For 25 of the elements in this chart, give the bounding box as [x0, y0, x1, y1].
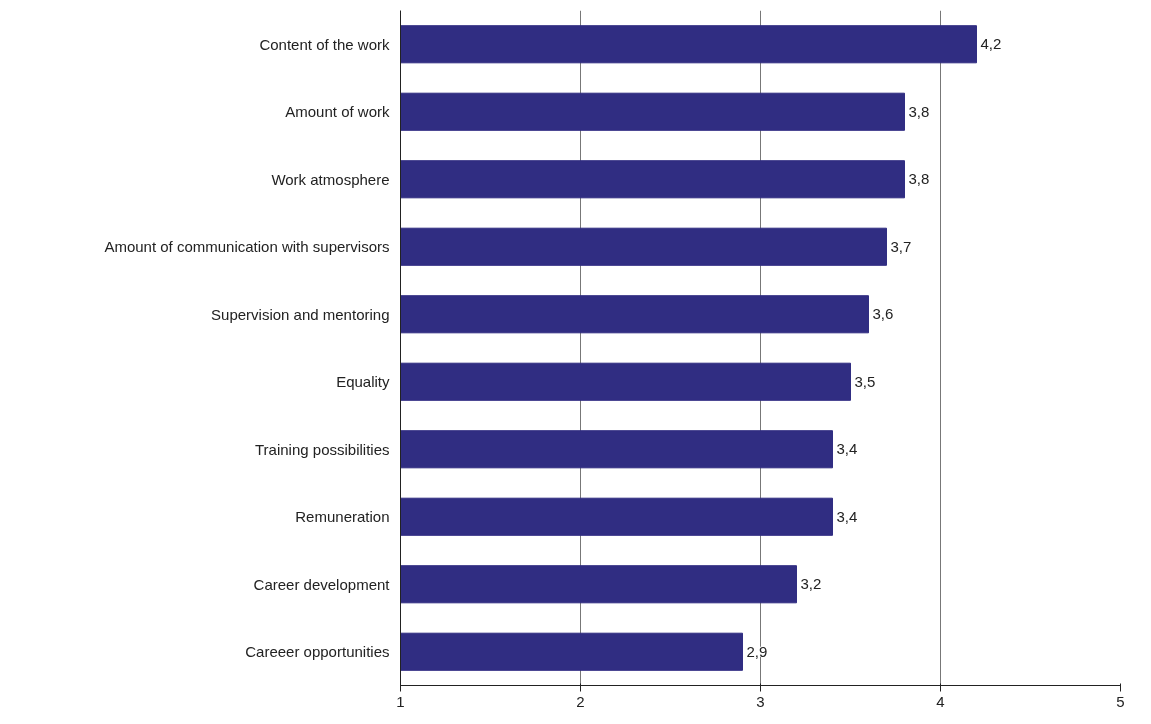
data-label: 3,5 [854, 372, 876, 390]
data-label: 2,9 [746, 642, 768, 660]
x-tick-label: 4 [936, 692, 945, 710]
y-tick-label: Amount of communication with supervisors [104, 238, 390, 256]
data-label: 3,8 [908, 102, 930, 120]
y-tick-label: Amount of work [285, 103, 390, 121]
data-label: 3,7 [890, 237, 912, 255]
data-label: 3,2 [800, 575, 822, 593]
data-label: 3,6 [872, 305, 894, 323]
x-tick-label: 3 [756, 692, 765, 710]
data-label: 3,8 [908, 170, 930, 188]
x-tick-label: 2 [576, 692, 585, 710]
data-label: 3,4 [836, 440, 858, 458]
y-tick-label: Training possibilities [255, 440, 390, 458]
y-tick-label: Content of the work [259, 35, 390, 53]
x-tick-label: 1 [396, 692, 405, 710]
y-tick-label: Equality [336, 373, 390, 391]
y-tick-label: Work atmosphere [271, 170, 390, 188]
data-label: 3,4 [836, 507, 858, 525]
y-tick-label: Remuneration [295, 508, 390, 526]
x-tick-label: 5 [1116, 692, 1125, 710]
data-label: 4,2 [980, 35, 1002, 53]
y-tick-label: Supervision and mentoring [211, 305, 390, 323]
y-tick-label: Careeer opportunities [245, 643, 390, 661]
y-tick-label: Career development [253, 575, 391, 593]
